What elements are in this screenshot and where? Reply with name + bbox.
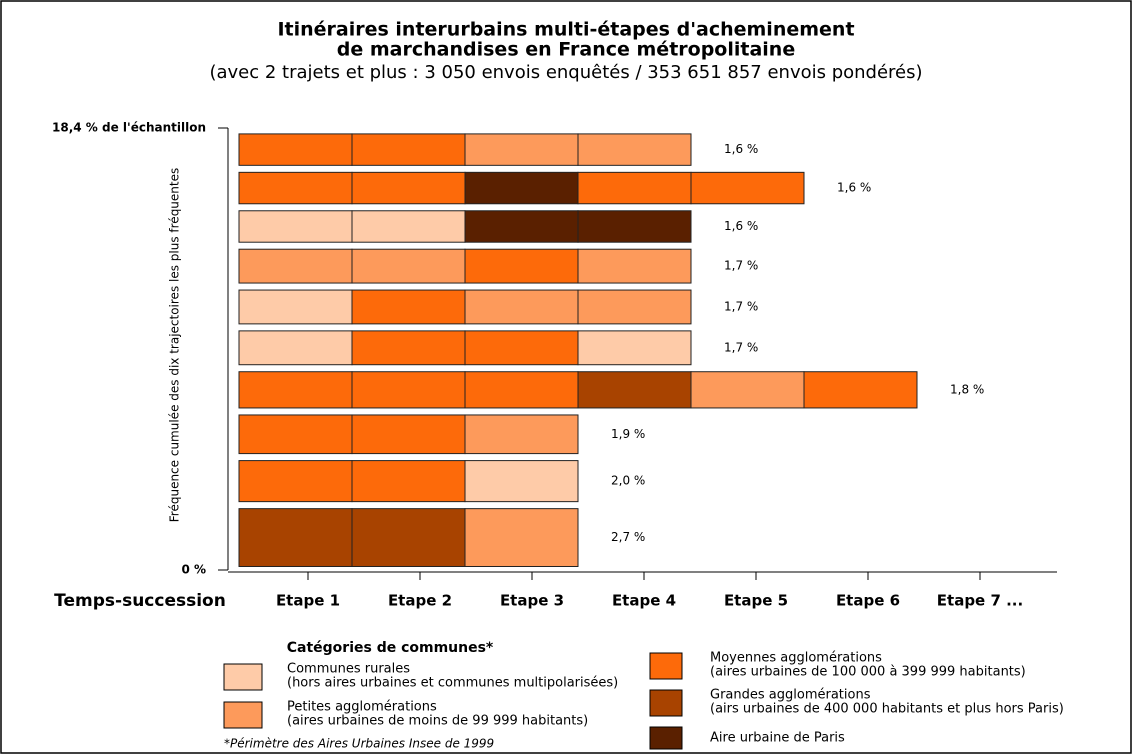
segment	[238, 289, 353, 325]
segment	[690, 371, 805, 409]
legend-note: (aires urbaines de 100 000 à 399 999 hab…	[710, 665, 1026, 680]
segment	[238, 171, 353, 205]
segment	[464, 171, 579, 205]
x-tick-label: Etape 6	[836, 592, 900, 610]
segment	[351, 371, 466, 409]
value-label: 2,0 %	[611, 474, 645, 488]
legend-name: Grandes agglomérations	[710, 688, 871, 703]
segment	[464, 414, 579, 455]
legend-name: Moyennes agglomérations	[710, 651, 882, 666]
segment	[351, 171, 466, 205]
x-tick-label: Etape 2	[388, 592, 452, 610]
segment	[690, 171, 805, 205]
segment	[351, 210, 466, 243]
legend-name: Communes rurales	[287, 662, 410, 677]
segment	[464, 330, 579, 366]
value-label: 1,6 %	[837, 181, 871, 195]
segment	[351, 508, 466, 567]
legend-name: Petites agglomérations	[287, 700, 437, 715]
legend-swatch	[649, 726, 683, 750]
x-tick-label: Etape 1	[276, 592, 340, 610]
value-label: 1,8 %	[950, 382, 984, 396]
legend-swatch	[649, 652, 683, 680]
legend-note: (airs urbaines de 400 000 habitants et p…	[710, 702, 1064, 717]
legend-swatch	[223, 701, 263, 729]
legend-title: Catégories de communes*	[287, 640, 494, 656]
segment	[238, 330, 353, 366]
segment	[577, 133, 692, 166]
x-tick-label: Etape 5	[724, 592, 788, 610]
y-tick-label: 18,4 % de l'échantillon	[52, 121, 206, 135]
x-tick-label: Etape 3	[500, 592, 564, 610]
segment	[464, 371, 579, 409]
legend-note: (hors aires urbaines et communes multipo…	[287, 676, 618, 691]
segment	[464, 210, 579, 243]
chart-subtitle: (avec 2 trajets et plus : 3 050 envois e…	[209, 62, 922, 83]
segment	[238, 460, 353, 503]
segment	[351, 460, 466, 503]
segment	[351, 248, 466, 284]
chart-title: de marchandises en France métropolitaine	[337, 39, 795, 61]
value-label: 1,7 %	[724, 340, 758, 354]
segment	[238, 414, 353, 455]
segment	[238, 248, 353, 284]
segment	[238, 508, 353, 567]
y-tick-label: 0 %	[181, 563, 206, 577]
value-label: 1,6 %	[724, 142, 758, 156]
segment	[464, 133, 579, 166]
segment	[464, 248, 579, 284]
x-tick-label: Etape 7 ...	[937, 592, 1023, 610]
value-label: 1,6 %	[724, 219, 758, 233]
legend-name: Aire urbaine de Paris	[710, 731, 845, 746]
segment	[351, 414, 466, 455]
segment	[464, 289, 579, 325]
segment	[803, 371, 918, 409]
x-tick-label: Etape 4	[612, 592, 676, 610]
legend-note: (aires urbaines de moins de 99 999 habit…	[287, 714, 588, 729]
value-label: 1,7 %	[724, 259, 758, 273]
footnote: *Périmètre des Aires Urbaines Insee de 1…	[224, 737, 494, 751]
segment	[238, 133, 353, 166]
value-label: 1,9 %	[611, 427, 645, 441]
segment	[577, 330, 692, 366]
segment	[464, 508, 579, 567]
segment	[464, 460, 579, 503]
segment	[351, 330, 466, 366]
x-axis-label: Temps-succession	[54, 591, 226, 611]
chart-title: Itinéraires interurbains multi-étapes d'…	[277, 19, 854, 41]
legend-swatch	[223, 663, 263, 691]
segment	[351, 133, 466, 166]
segment	[577, 210, 692, 243]
segment	[238, 371, 353, 409]
y-axis-label: Fréquence cumulée des dix trajectoires l…	[168, 168, 182, 522]
segment	[351, 289, 466, 325]
value-label: 2,7 %	[611, 530, 645, 544]
value-label: 1,7 %	[724, 299, 758, 313]
segment	[577, 289, 692, 325]
segment	[577, 171, 692, 205]
legend-swatch	[649, 689, 683, 717]
segment	[577, 248, 692, 284]
segment	[577, 371, 692, 409]
segment	[238, 210, 353, 243]
